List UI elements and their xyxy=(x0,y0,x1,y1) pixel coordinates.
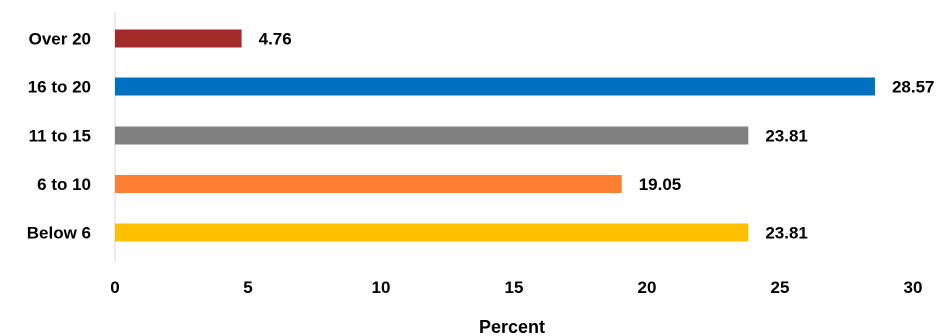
bar-16-to-20 xyxy=(115,77,875,96)
value-label-16-to-20: 28.57 xyxy=(892,78,935,97)
value-label-below-6: 23.81 xyxy=(765,224,808,243)
bar-over-20 xyxy=(115,29,242,48)
bars-group xyxy=(115,29,875,242)
x-tick-label: 5 xyxy=(243,278,252,297)
value-label-11-to-15: 23.81 xyxy=(765,127,808,146)
x-tick-label: 20 xyxy=(638,278,657,297)
category-label-6-to-10: 6 to 10 xyxy=(37,175,91,194)
category-label-below-6: Below 6 xyxy=(27,224,91,243)
x-tick-label: 15 xyxy=(505,278,524,297)
x-tick-labels-group: 0 5 10 15 20 25 30 xyxy=(110,278,922,297)
category-label-16-to-20: 16 to 20 xyxy=(28,78,91,97)
category-label-over-20: Over 20 xyxy=(29,30,91,49)
category-label-11-to-15: 11 to 15 xyxy=(29,127,91,146)
x-axis-title: Percent xyxy=(479,317,545,336)
category-labels-group: Over 20 16 to 20 11 to 15 6 to 10 Below 6 xyxy=(27,30,91,243)
bar-6-to-10 xyxy=(115,175,622,193)
x-tick-label: 25 xyxy=(771,278,790,297)
value-label-over-20: 4.76 xyxy=(259,30,292,49)
bar-below-6 xyxy=(115,223,749,242)
x-tick-label: 30 xyxy=(904,278,923,297)
value-labels-group: 4.76 28.57 23.81 19.05 23.81 xyxy=(259,30,935,243)
value-label-6-to-10: 19.05 xyxy=(639,175,682,194)
bar-11-to-15 xyxy=(115,126,749,145)
x-tick-label: 0 xyxy=(110,278,119,297)
x-tick-label: 10 xyxy=(372,278,391,297)
